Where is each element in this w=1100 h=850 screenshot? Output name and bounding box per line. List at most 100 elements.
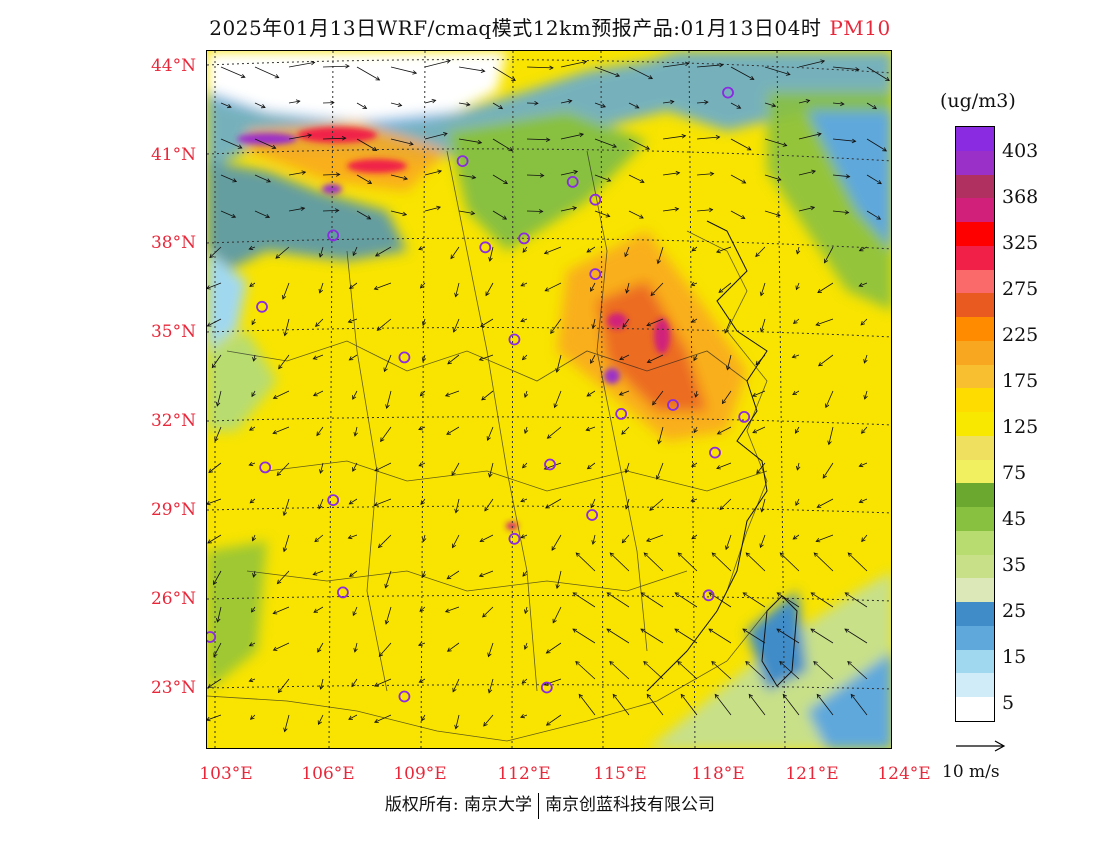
lon-label-103: 103°E <box>199 764 253 784</box>
wind-vector <box>526 174 544 176</box>
legend-swatch <box>956 554 994 579</box>
wind-vector <box>273 642 290 651</box>
wind-vector <box>349 570 358 577</box>
wind-vector <box>450 246 460 259</box>
wind-vector-head <box>615 72 621 78</box>
footer-right: 南京创蓝科技有限公司 <box>545 795 716 815</box>
wind-vector-head <box>275 254 280 259</box>
legend-label: 368 <box>1002 186 1039 208</box>
lon-label-112: 112°E <box>497 764 551 784</box>
wind-vector <box>866 102 877 110</box>
wind-vector <box>445 390 460 397</box>
wind-vector-head <box>813 552 819 557</box>
city-station-marker <box>722 86 734 99</box>
legend-label: 15 <box>1002 646 1027 668</box>
legend-label: 225 <box>1002 324 1039 346</box>
wind-vector-head <box>885 76 890 82</box>
wind-vector <box>322 65 350 68</box>
wind-vector <box>796 282 800 290</box>
wind-vector <box>421 714 426 721</box>
wind-vector-head <box>523 645 529 650</box>
wind-vector <box>844 628 868 644</box>
wind-vector-head <box>646 322 652 327</box>
legend-swatch <box>956 340 994 366</box>
wind-vector <box>859 498 868 503</box>
wind-vector-head <box>850 693 855 699</box>
wind-vector-head <box>749 75 755 80</box>
legend-label: 325 <box>1002 232 1039 254</box>
wind-vector-head <box>639 178 645 183</box>
wind-vector-head <box>791 354 797 359</box>
legend-colorbar <box>955 126 995 722</box>
city-station-marker <box>398 351 411 364</box>
wind-vector <box>446 426 460 435</box>
wind-vector-head <box>227 103 232 109</box>
wind-vector-head <box>487 652 492 658</box>
wind-vector-head <box>523 393 529 399</box>
wind-vector <box>524 390 528 398</box>
wind-vector-head <box>817 288 822 294</box>
wind-vector <box>352 246 358 256</box>
wind-vector-head <box>447 359 452 365</box>
legend-label: 403 <box>1002 140 1039 162</box>
wind-vector <box>492 138 513 152</box>
wind-vector <box>250 714 256 720</box>
wind-vector <box>717 426 732 435</box>
wind-vector-head <box>544 287 550 292</box>
wind-vector <box>646 694 664 716</box>
wind-vector-head <box>640 592 646 597</box>
wind-vector <box>680 694 698 716</box>
wind-vector-head <box>207 683 213 688</box>
wind-vector <box>352 390 358 400</box>
wind-vector-head <box>403 176 409 181</box>
wind-vector <box>798 170 816 176</box>
wind-vector-head <box>752 429 758 434</box>
wind-vector <box>352 462 358 472</box>
wind-vector <box>214 426 222 442</box>
wind-vector <box>586 426 596 431</box>
wind-vector <box>455 498 460 513</box>
wind-vector-head <box>520 282 526 287</box>
wind-vector-head <box>858 282 864 287</box>
wind-vector-head <box>207 539 212 544</box>
wind-vector <box>217 606 222 622</box>
wind-vector-head <box>349 572 354 578</box>
chart-title: 2025年01月13日WRF/cmaq模式12km预报产品:01月13日04时 P… <box>0 12 1100 41</box>
wind-vector <box>764 138 787 146</box>
wind-vector-head <box>646 693 651 699</box>
wind-vector-head <box>776 592 782 597</box>
wind-vector <box>650 282 664 296</box>
wind-vector-head <box>555 584 560 590</box>
wind-vector-head <box>538 209 544 214</box>
wind-vector-head <box>619 356 624 361</box>
wind-vector <box>619 390 630 396</box>
wind-vector <box>764 66 791 75</box>
wind-vector <box>586 390 596 397</box>
wind-vector <box>319 282 324 294</box>
wind-vector-head <box>844 592 850 597</box>
wind-vector-head <box>373 285 379 291</box>
wind-vector-head <box>249 715 255 720</box>
wind-vector-head <box>214 437 219 442</box>
wind-vector-head <box>314 537 319 543</box>
wind-vector-head <box>209 253 214 259</box>
legend-swatch <box>956 198 994 223</box>
wind-vector-head <box>312 392 318 397</box>
wind-vector-head <box>351 682 356 688</box>
wind-vector-head <box>478 356 484 361</box>
wind-vector-head <box>471 174 477 180</box>
wind-vector <box>318 714 324 725</box>
wind-vector-head <box>795 249 801 255</box>
wind-vector-head <box>549 65 554 71</box>
wind-vector-head <box>872 105 878 110</box>
wind-vector <box>319 246 324 258</box>
wind-vector-head <box>756 469 761 475</box>
wind-vector-head <box>446 59 452 64</box>
wind-vector <box>572 628 596 644</box>
wind-vector-head <box>810 592 816 597</box>
wind-vector <box>864 354 868 364</box>
wind-vector-head <box>317 647 322 653</box>
wind-vector <box>646 318 664 326</box>
wind-vector <box>696 209 713 212</box>
wind-vector <box>254 102 266 108</box>
